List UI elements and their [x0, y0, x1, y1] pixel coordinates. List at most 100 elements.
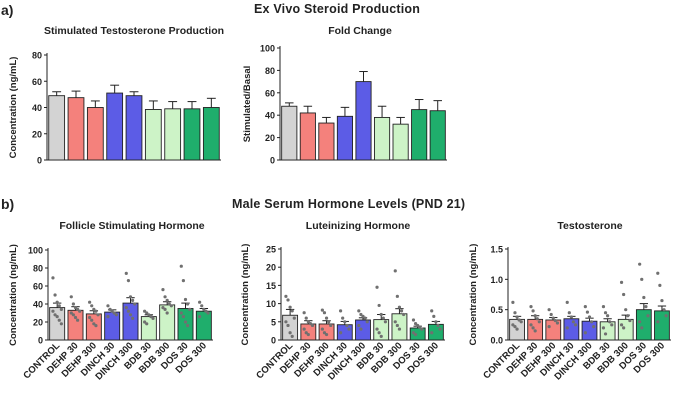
data-point [515, 327, 519, 331]
data-point [90, 304, 94, 308]
y-tick-label: 0 [38, 336, 43, 346]
data-point [76, 318, 80, 322]
y-tick-label: 100 [28, 246, 43, 256]
y-tick-label: 80 [265, 66, 275, 76]
y-tick-label: 40 [33, 300, 43, 310]
data-point [573, 323, 578, 327]
data-point [338, 331, 343, 335]
data-point [57, 318, 61, 322]
data-point [347, 327, 351, 331]
data-point [124, 271, 128, 275]
data-point [92, 307, 96, 311]
bar [563, 318, 580, 341]
data-point [188, 307, 192, 311]
data-point [529, 323, 533, 327]
data-point [375, 285, 379, 289]
data-point [106, 304, 110, 308]
data-point [59, 322, 63, 326]
data-point [589, 320, 594, 324]
data-point [88, 300, 92, 304]
bar [581, 320, 598, 341]
data-point [292, 316, 296, 320]
data-point [402, 312, 406, 317]
data-point [585, 310, 590, 314]
data-point [642, 295, 646, 300]
data-point [399, 309, 404, 313]
data-point [69, 295, 73, 299]
data-point [94, 309, 98, 313]
data-point [515, 315, 519, 319]
data-point [547, 308, 551, 312]
data-point [163, 295, 167, 299]
data-point [183, 297, 188, 302]
data-point [646, 314, 650, 318]
y-tick-label: 20 [265, 133, 275, 143]
data-point [533, 314, 537, 318]
data-point [587, 315, 592, 319]
data-point [106, 315, 110, 319]
data-point [365, 320, 369, 324]
data-point [361, 314, 365, 318]
data-point [656, 320, 660, 324]
data-point [357, 309, 361, 313]
y-axis-label: Stimulated/Basal [242, 66, 253, 143]
data-point [51, 276, 55, 280]
y-axis-label: Concentration (ng/mL) [8, 57, 19, 159]
data-point [200, 304, 204, 308]
chart-title: Stimulated Testosterone Production [44, 25, 224, 37]
bar [635, 309, 652, 341]
data-point [71, 313, 75, 317]
data-point [359, 327, 363, 331]
data-point [126, 309, 130, 313]
data-point [198, 315, 202, 319]
data-point [513, 311, 517, 315]
data-point [76, 307, 80, 311]
data-point [601, 326, 606, 330]
data-point [393, 320, 397, 324]
data-point [638, 320, 642, 324]
data-point [94, 324, 98, 328]
data-point [583, 305, 587, 309]
y-tick-label: 60 [265, 88, 275, 98]
data-point [206, 311, 210, 315]
data-point [53, 293, 57, 297]
data-point [128, 313, 133, 317]
data-point [179, 264, 183, 268]
data-point [622, 292, 626, 297]
panel-a-title: Ex Vivo Steroid Production [254, 2, 421, 16]
data-point [359, 312, 363, 317]
data-point [413, 332, 418, 337]
bar [617, 318, 634, 341]
y-tick-label: 0.5 [490, 305, 503, 315]
data-point [592, 325, 596, 329]
data-point [161, 306, 165, 310]
data-point [324, 332, 329, 337]
data-point [51, 309, 55, 313]
data-point [126, 279, 130, 283]
data-point [383, 320, 388, 324]
data-point [432, 314, 436, 318]
data-point [341, 316, 345, 320]
data-point [288, 331, 292, 335]
data-point [363, 316, 367, 320]
data-point [165, 311, 169, 315]
data-point [320, 308, 324, 312]
data-point [517, 318, 521, 322]
data-point [90, 318, 94, 322]
y-tick-label: 80 [32, 51, 42, 61]
data-point [286, 323, 290, 328]
data-point [379, 312, 383, 317]
y-tick-label: 80 [33, 264, 43, 274]
data-point [161, 288, 165, 292]
data-point [198, 300, 202, 304]
data-point [59, 307, 63, 311]
data-point [537, 320, 541, 324]
data-point [167, 302, 171, 306]
data-point [555, 321, 560, 325]
data-point [511, 323, 515, 327]
y-tick-label: 0 [37, 156, 42, 166]
data-point [377, 303, 381, 308]
data-point [644, 305, 648, 309]
